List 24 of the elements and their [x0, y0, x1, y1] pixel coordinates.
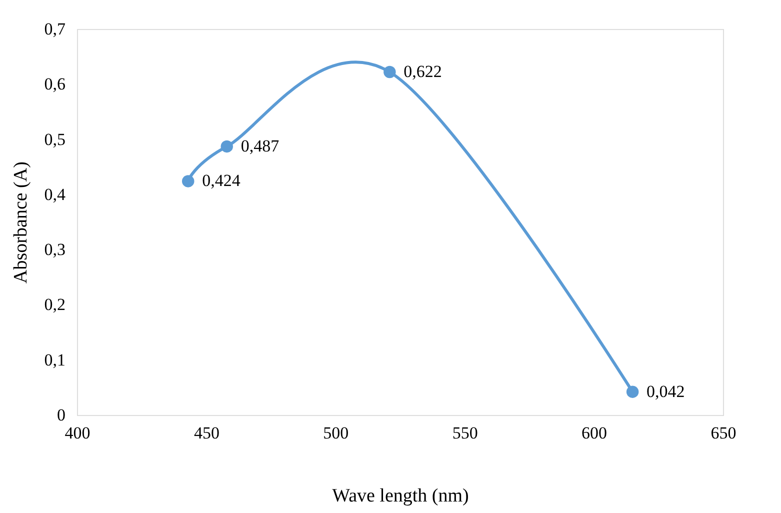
- y-tick-label: 0,1: [44, 350, 66, 370]
- point: [220, 140, 233, 153]
- y-tick-label: 0,6: [44, 74, 66, 94]
- point: [182, 175, 194, 188]
- point: [384, 66, 396, 78]
- y-tick-label: 0: [57, 406, 66, 424]
- x-tick-label: 400: [64, 424, 90, 442]
- y-tick-label: 0,5: [44, 130, 66, 149]
- x-tick-label: 550: [452, 424, 478, 442]
- y-tick-label: 0,4: [44, 184, 66, 204]
- x-tick-label: 600: [582, 424, 608, 442]
- point: [626, 386, 639, 398]
- data-label: 0,424: [202, 171, 241, 190]
- y-tick-label: 0,2: [44, 295, 66, 314]
- y-tick-label: 0,3: [44, 240, 66, 260]
- data-label: 0,487: [240, 136, 280, 156]
- x-tick-label: 650: [710, 424, 736, 442]
- y-axis-title: Absorbance (A): [10, 162, 32, 284]
- data-label: 0,622: [404, 62, 442, 82]
- x-axis-title: Wave length (nm): [332, 486, 469, 506]
- x-tick-label: 450: [194, 424, 220, 442]
- x-tick-label: 500: [323, 424, 349, 442]
- data-label: 0,042: [646, 382, 685, 401]
- y-tick-label: 0,7: [44, 20, 66, 38]
